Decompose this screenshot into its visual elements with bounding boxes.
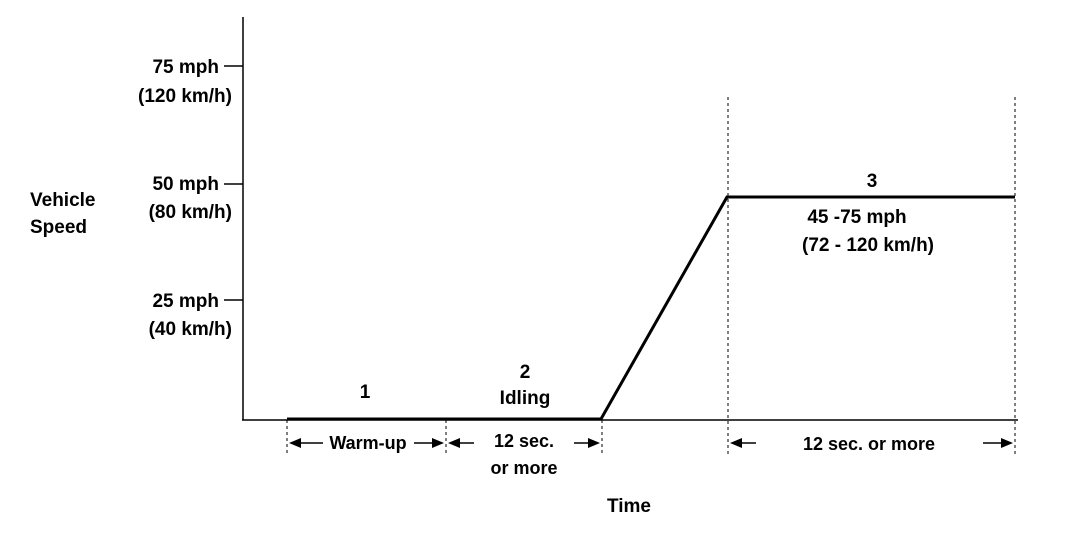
warmup-arrow-right-head bbox=[432, 438, 444, 448]
y-axis-label-line2: Speed bbox=[30, 217, 87, 238]
warmup-duration-label: Warm-up bbox=[329, 433, 406, 453]
warmup-arrow-left-head bbox=[289, 438, 301, 448]
y-tick-label-25-kmh: (40 km/h) bbox=[149, 319, 232, 340]
y-tick-label-50-kmh: (80 km/h) bbox=[149, 202, 232, 223]
phase2-number: 2 bbox=[520, 362, 531, 383]
phase3-arrow-left-head bbox=[730, 438, 742, 448]
y-axis-label-line1: Vehicle bbox=[30, 190, 96, 211]
y-tick-label-25-mph: 25 mph bbox=[152, 291, 219, 312]
phase3-speed-line1: 45 -75 mph bbox=[807, 207, 906, 228]
idling-duration-line2: or more bbox=[490, 458, 557, 478]
idling-arrow-right-head bbox=[588, 438, 600, 448]
phase3-number: 3 bbox=[867, 171, 878, 192]
y-tick-label-75-kmh: (120 km/h) bbox=[138, 86, 232, 107]
idling-arrow-left-head bbox=[448, 438, 460, 448]
phase2-name: Idling bbox=[500, 388, 551, 409]
idling-duration-line1: 12 sec. bbox=[494, 431, 554, 451]
x-axis-label: Time bbox=[607, 496, 651, 517]
y-tick-label-50-mph: 50 mph bbox=[152, 174, 219, 195]
speed-trace bbox=[287, 195, 1015, 421]
phase3-arrow-right-head bbox=[1001, 438, 1013, 448]
phase3-duration-label: 12 sec. or more bbox=[803, 434, 935, 454]
y-tick-label-75-mph: 75 mph bbox=[152, 57, 219, 78]
phase3-speed-line2: (72 - 120 km/h) bbox=[802, 235, 934, 256]
phase1-number: 1 bbox=[360, 382, 371, 403]
